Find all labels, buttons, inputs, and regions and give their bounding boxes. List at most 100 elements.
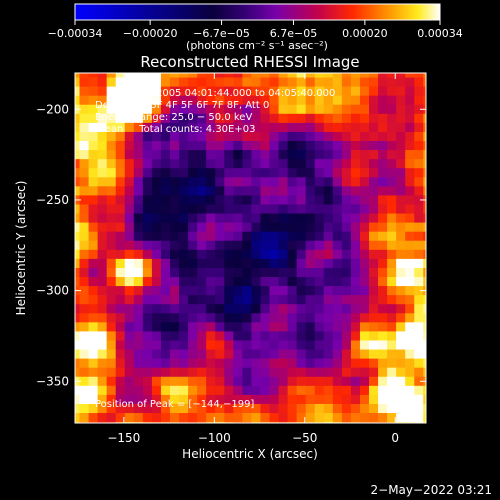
heatmap-cell [124, 213, 135, 224]
heatmap-cell [79, 177, 90, 187]
heatmap-cell [151, 86, 162, 97]
heatmap-cell [115, 222, 126, 233]
heatmap-cell [296, 413, 307, 423]
heatmap-cell [423, 277, 426, 287]
heatmap-cell [323, 394, 334, 405]
heatmap-cell [332, 213, 343, 224]
heatmap-cell [242, 195, 253, 206]
heatmap-cell [341, 403, 352, 414]
heatmap-cell [296, 186, 307, 197]
heatmap-cell [396, 349, 406, 360]
heatmap-cell [332, 267, 343, 278]
heatmap-cell [151, 231, 162, 242]
heatmap-cell [269, 113, 280, 124]
heatmap-cell [269, 195, 280, 206]
heatmap-cell [151, 277, 162, 287]
heatmap-cell [75, 168, 81, 178]
heatmap-cell [215, 267, 225, 278]
heatmap-cell [88, 122, 99, 133]
heatmap-cell [133, 331, 144, 342]
heatmap-cell [287, 240, 298, 251]
heatmap-cell [269, 413, 280, 423]
heatmap-cell [359, 304, 370, 314]
heatmap-cell [260, 104, 271, 115]
heatmap-cell [115, 213, 126, 224]
heatmap-cell [278, 331, 289, 342]
heatmap-cell [260, 77, 271, 88]
heatmap-cell [269, 150, 280, 160]
heatmap-cell [179, 86, 189, 97]
heatmap-cell [314, 204, 325, 215]
heatmap-cell [169, 86, 180, 97]
heatmap-cell [215, 385, 225, 396]
heatmap-cell [115, 141, 126, 151]
heatmap-cell [296, 113, 307, 124]
heatmap-cell [97, 331, 108, 342]
footer-timestamp: 2−May−2022 03:21 [371, 483, 493, 497]
heatmap-cell [414, 367, 424, 378]
heatmap-cell [97, 394, 108, 405]
heatmap-cell [206, 331, 216, 342]
heatmap-cell [115, 385, 126, 396]
heatmap-cell [414, 231, 424, 242]
heatmap-cell [75, 222, 81, 233]
heatmap-cell [169, 131, 180, 142]
heatmap-cell [423, 122, 426, 133]
heatmap-cell [369, 367, 379, 378]
heatmap-cell [188, 240, 198, 251]
heatmap-cell [269, 422, 280, 423]
heatmap-cell [269, 131, 280, 142]
heatmap-cell [79, 349, 90, 360]
heatmap-cell [378, 168, 388, 178]
heatmap-cell [260, 150, 271, 160]
heatmap-cell [305, 213, 316, 224]
heatmap-cell [350, 113, 361, 124]
heatmap-cell [233, 222, 243, 233]
heatmap-cell [359, 403, 370, 414]
heatmap-cell [396, 277, 406, 287]
heatmap-cell [350, 358, 361, 369]
heatmap-cell [160, 385, 171, 396]
heatmap-cell [242, 349, 253, 360]
heatmap-cell [305, 394, 316, 405]
heatmap-cell [414, 394, 424, 405]
heatmap-cell [160, 222, 171, 233]
heatmap-cell [197, 168, 207, 178]
heatmap-cell [160, 131, 171, 142]
colorbar-tick-label: 0.00020 [342, 27, 388, 40]
heatmap-cell [233, 159, 243, 169]
heatmap-cell [97, 186, 108, 197]
heatmap-cell [341, 240, 352, 251]
heatmap-cell [251, 286, 262, 296]
heatmap-cell [287, 213, 298, 224]
heatmap-cell [160, 159, 171, 169]
heatmap-cell [269, 122, 280, 133]
heatmap-cell [387, 141, 397, 151]
heatmap-cell [188, 141, 198, 151]
heatmap-cell [287, 385, 298, 396]
heatmap-cell [188, 195, 198, 206]
heatmap-cell [242, 313, 253, 323]
heatmap-cell [387, 73, 397, 79]
heatmap-cell [359, 159, 370, 169]
heatmap-cell [160, 376, 171, 387]
heatmap-cell [88, 340, 99, 351]
heatmap-cell [423, 258, 426, 269]
heatmap-cell [423, 204, 426, 215]
heatmap-cell [423, 73, 426, 79]
heatmap-cell [396, 240, 406, 251]
heatmap-cell [296, 150, 307, 160]
x-axis-tick-label: −100 [198, 431, 231, 445]
heatmap-cell [296, 222, 307, 233]
heatmap-cell [350, 258, 361, 269]
heatmap-cell [332, 258, 343, 269]
heatmap-cell [124, 113, 135, 124]
heatmap-cell [341, 313, 352, 323]
heatmap-cell [378, 240, 388, 251]
heatmap-cell [97, 204, 108, 215]
heatmap-cell [269, 240, 280, 251]
heatmap-cell [305, 267, 316, 278]
heatmap-cell [242, 376, 253, 387]
heatmap-cell [215, 240, 225, 251]
heatmap-cell [278, 249, 289, 260]
